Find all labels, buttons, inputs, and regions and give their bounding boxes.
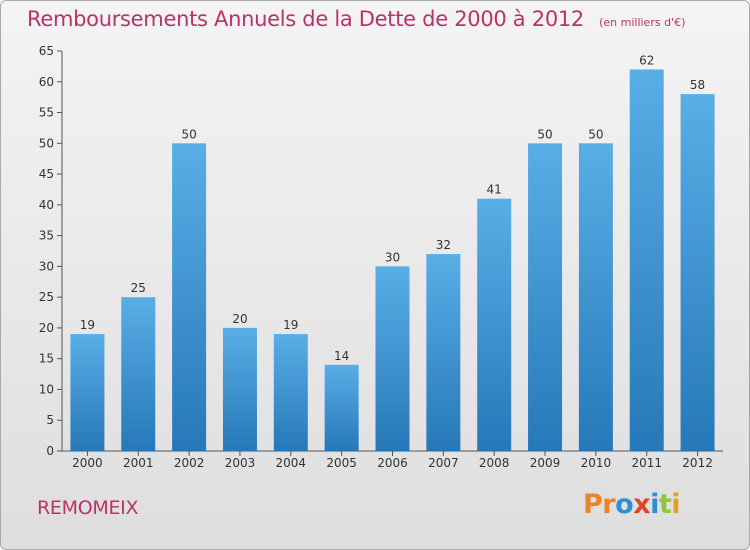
- x-tick-label: 2001: [123, 456, 154, 470]
- chart-title: Remboursements Annuels de la Dette de 20…: [27, 7, 685, 31]
- bar: [375, 266, 410, 451]
- y-tick-label: 40: [39, 198, 54, 212]
- place-name: REMOMEIX: [37, 497, 139, 519]
- x-tick-label: 2005: [326, 456, 357, 470]
- y-tick-label: 25: [39, 290, 54, 304]
- logo-letter: o: [615, 489, 634, 520]
- bar-value-label: 50: [181, 127, 196, 141]
- x-tick-label: 2008: [479, 456, 510, 470]
- logo-letter: i: [671, 489, 681, 520]
- x-tick-label: 2010: [581, 456, 612, 470]
- x-tick-label: 2011: [631, 456, 662, 470]
- logo-letter: t: [658, 489, 672, 520]
- bar-value-label: 50: [537, 127, 552, 141]
- bar-value-label: 19: [80, 318, 95, 332]
- bar-value-label: 32: [436, 238, 451, 252]
- y-tick-label: 30: [39, 259, 54, 273]
- bar: [578, 143, 613, 452]
- bar: [680, 94, 715, 452]
- logo-letter: i: [650, 489, 659, 520]
- bar-value-label: 62: [639, 53, 654, 67]
- bar: [426, 254, 461, 451]
- bar: [324, 364, 359, 451]
- x-tick-label: 2012: [682, 456, 713, 470]
- logo-letter: x: [633, 489, 651, 520]
- proxiti-logo: Proxiti: [583, 489, 681, 520]
- y-tick-label: 60: [39, 75, 54, 89]
- x-tick-label: 2007: [428, 456, 459, 470]
- bar-value-label: 19: [283, 318, 298, 332]
- bar: [70, 334, 105, 451]
- chart-title-unit: (en milliers d'€): [599, 16, 686, 29]
- logo-letter: P: [583, 489, 603, 520]
- y-tick-label: 20: [39, 321, 54, 335]
- bar-value-label: 14: [334, 349, 349, 363]
- y-tick-label: 65: [39, 44, 54, 58]
- bar: [477, 198, 512, 451]
- y-tick-label: 35: [39, 229, 54, 243]
- bar-value-label: 25: [131, 281, 146, 295]
- x-tick-label: 2004: [276, 456, 307, 470]
- y-tick-label: 15: [39, 352, 54, 366]
- y-tick-label: 50: [39, 136, 54, 150]
- chart-title-main: Remboursements Annuels de la Dette de 20…: [27, 7, 584, 31]
- bar-value-label: 30: [385, 250, 400, 264]
- x-tick-label: 2006: [377, 456, 408, 470]
- bar: [172, 143, 207, 452]
- y-tick-label: 0: [46, 444, 54, 458]
- bar: [222, 327, 257, 451]
- bar: [273, 334, 308, 451]
- bar: [121, 297, 156, 451]
- bar-value-label: 50: [588, 127, 603, 141]
- bar-value-label: 20: [232, 312, 247, 326]
- bar: [629, 69, 664, 451]
- y-tick-label: 45: [39, 167, 54, 181]
- x-tick-label: 2000: [72, 456, 103, 470]
- y-tick-label: 5: [46, 413, 54, 427]
- x-tick-label: 2003: [225, 456, 256, 470]
- x-tick-label: 2009: [530, 456, 561, 470]
- bar-value-label: 41: [487, 183, 502, 197]
- y-tick-label: 10: [39, 382, 54, 396]
- bar: [528, 143, 563, 452]
- y-tick-label: 55: [39, 106, 54, 120]
- x-tick-label: 2002: [174, 456, 205, 470]
- logo-letter: r: [602, 489, 616, 520]
- bar-value-label: 58: [690, 78, 705, 92]
